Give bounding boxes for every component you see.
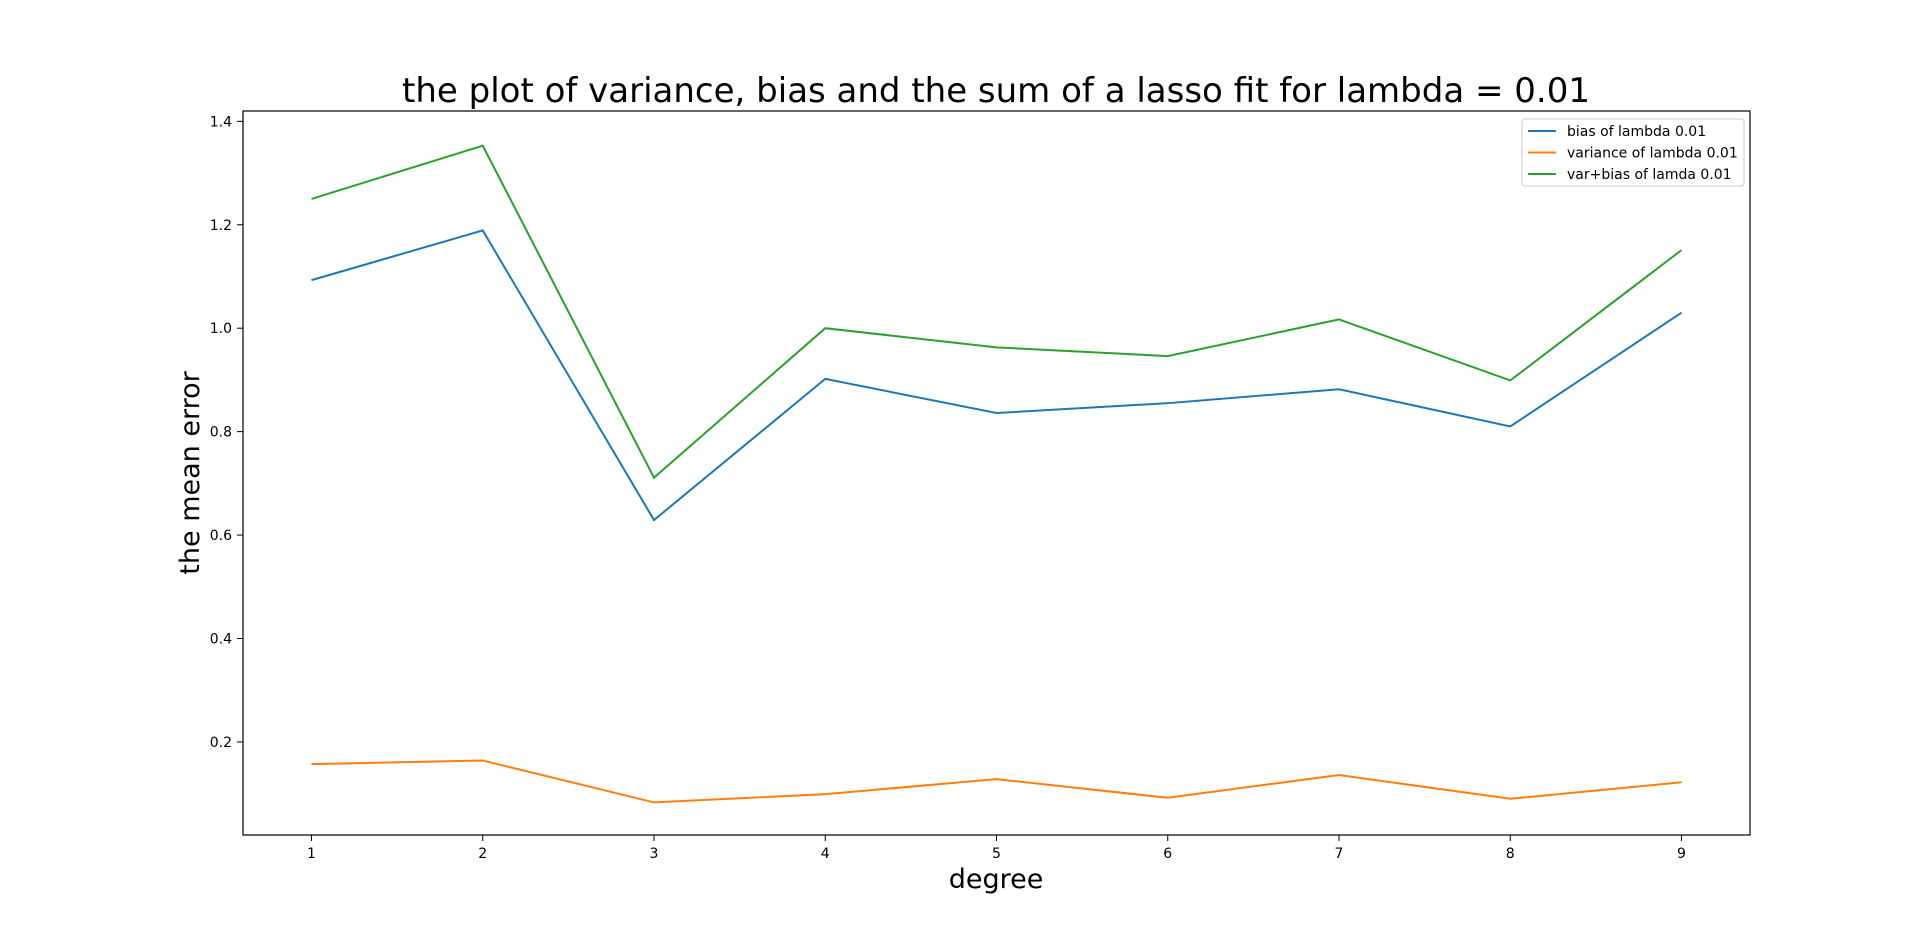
legend-label: variance of lambda 0.01	[1567, 146, 1738, 162]
y-axis: 0.2 0.4 0.6 0.8 1.0 1.2 1.4	[210, 114, 243, 751]
series-line-2	[311, 759, 1682, 804]
x-tick-label: 6	[1163, 846, 1172, 862]
legend-box	[1521, 118, 1745, 187]
y-tick-label: 0.6	[210, 528, 232, 544]
series-layer	[311, 144, 1683, 804]
x-tick-label: 1	[307, 846, 316, 862]
legend-label: var+bias of lamda 0.01	[1567, 167, 1732, 183]
series-line-1	[311, 229, 1683, 522]
series-line-3	[311, 144, 1683, 480]
y-tick-label: 0.8	[210, 425, 232, 441]
y-tick-label: 0.2	[210, 735, 232, 751]
y-tick-label: 1.0	[210, 321, 232, 337]
legend-label: bias of lambda 0.01	[1567, 124, 1706, 140]
x-tick-label: 9	[1677, 846, 1686, 862]
y-tick-label: 1.2	[210, 218, 232, 234]
x-tick-label: 7	[1335, 846, 1344, 862]
x-axis-label: degree	[949, 864, 1044, 895]
legend-items: bias of lambda 0.01 variance of lambda 0.…	[1528, 124, 1738, 183]
x-tick-label: 2	[478, 846, 487, 862]
x-axis: 1 2 3 4 5 6 7 8 9	[307, 835, 1686, 862]
x-tick-label: 4	[821, 846, 830, 862]
y-tick-label: 1.4	[210, 114, 232, 130]
plot-area	[242, 110, 1751, 836]
legend: bias of lambda 0.01 variance of lambda 0.…	[1521, 118, 1745, 187]
x-tick-label: 3	[650, 846, 659, 862]
y-tick-label: 0.4	[210, 631, 232, 647]
y-axis-label: the mean error	[175, 370, 206, 574]
x-tick-label: 8	[1506, 846, 1515, 862]
chart-title: the plot of variance, bias and the sum o…	[402, 71, 1590, 111]
x-tick-label: 5	[992, 846, 1001, 862]
axes-frame	[242, 110, 1751, 836]
